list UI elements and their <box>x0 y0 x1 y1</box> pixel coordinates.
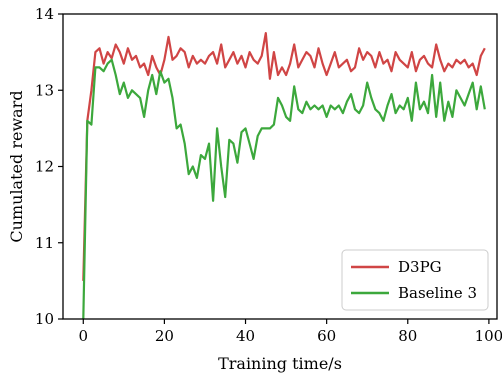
x-tick-label: 60 <box>317 327 336 345</box>
y-tick-label: 13 <box>35 81 54 99</box>
y-tick-label: 11 <box>35 234 54 252</box>
ticks-group: 0 20 40 60 80 100 10 11 12 13 14 <box>35 5 502 345</box>
x-tick-label: 20 <box>155 327 174 345</box>
series-line-1 <box>82 31 486 281</box>
series-group <box>82 31 486 320</box>
legend-label: Baseline 3 <box>398 284 477 302</box>
y-axis-title: Cumulated reward <box>7 90 26 242</box>
y-tick-label: 12 <box>35 158 54 176</box>
x-tick-label: 0 <box>79 327 89 345</box>
x-tick-label: 40 <box>236 327 255 345</box>
legend-box <box>341 249 489 311</box>
series-line-2 <box>82 58 486 320</box>
y-tick-label: 10 <box>35 310 54 328</box>
x-tick-label: 80 <box>398 327 417 345</box>
x-axis-title: Training time/s <box>218 354 342 373</box>
x-tick-label: 100 <box>475 327 502 345</box>
legend-label: D3PG <box>398 258 442 276</box>
legend: D3PG Baseline 3 <box>341 249 489 311</box>
y-tick-label: 14 <box>35 5 54 23</box>
